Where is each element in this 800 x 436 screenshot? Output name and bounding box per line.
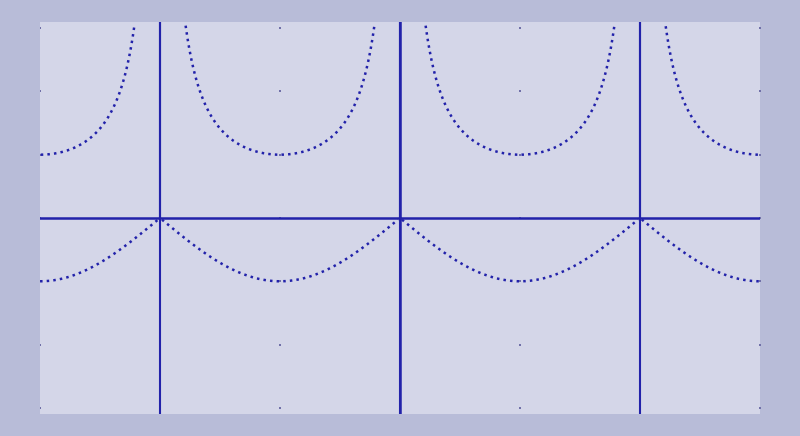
Point xyxy=(154,215,166,221)
Point xyxy=(154,25,166,32)
Point xyxy=(514,404,526,411)
Point xyxy=(394,404,406,411)
Point xyxy=(34,151,46,158)
Point xyxy=(274,278,286,285)
Point xyxy=(754,341,766,348)
Point xyxy=(754,215,766,221)
Point xyxy=(154,88,166,95)
Point xyxy=(754,88,766,95)
Point xyxy=(634,404,646,411)
Point xyxy=(154,151,166,158)
Point xyxy=(394,88,406,95)
Point xyxy=(754,278,766,285)
Point xyxy=(394,151,406,158)
Point xyxy=(634,278,646,285)
Point xyxy=(34,341,46,348)
Point xyxy=(514,151,526,158)
Point xyxy=(274,341,286,348)
Point xyxy=(754,25,766,32)
Point xyxy=(34,404,46,411)
Point xyxy=(274,404,286,411)
Point xyxy=(394,25,406,32)
Point xyxy=(274,151,286,158)
Point xyxy=(634,88,646,95)
Point xyxy=(634,341,646,348)
Point xyxy=(634,25,646,32)
Point xyxy=(34,88,46,95)
Point xyxy=(394,278,406,285)
Point xyxy=(514,278,526,285)
Point xyxy=(34,25,46,32)
Point xyxy=(634,151,646,158)
Point xyxy=(34,215,46,221)
Point xyxy=(154,404,166,411)
Point xyxy=(754,404,766,411)
Point xyxy=(274,215,286,221)
Point xyxy=(754,151,766,158)
Point xyxy=(274,88,286,95)
Point xyxy=(634,215,646,221)
Point xyxy=(514,25,526,32)
Point xyxy=(274,25,286,32)
Point xyxy=(154,341,166,348)
Point xyxy=(514,341,526,348)
Point xyxy=(394,341,406,348)
Point xyxy=(34,278,46,285)
Point xyxy=(394,215,406,221)
Point xyxy=(514,88,526,95)
Point xyxy=(514,215,526,221)
Point xyxy=(154,278,166,285)
